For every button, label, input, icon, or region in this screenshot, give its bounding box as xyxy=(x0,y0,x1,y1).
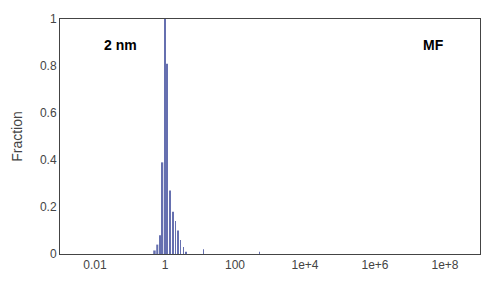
svg-text:2 nm: 2 nm xyxy=(104,37,137,53)
svg-text:1: 1 xyxy=(162,258,169,272)
svg-text:MF: MF xyxy=(423,37,444,53)
svg-text:1: 1 xyxy=(50,12,57,26)
svg-text:0: 0 xyxy=(50,247,57,261)
svg-text:1e+4: 1e+4 xyxy=(291,258,318,272)
svg-text:0.6: 0.6 xyxy=(40,106,57,120)
svg-text:1e+8: 1e+8 xyxy=(431,258,458,272)
svg-text:1e+6: 1e+6 xyxy=(361,258,388,272)
svg-text:0.8: 0.8 xyxy=(40,59,57,73)
svg-text:Fraction: Fraction xyxy=(9,111,25,162)
svg-text:0.2: 0.2 xyxy=(40,200,57,214)
svg-text:100: 100 xyxy=(225,258,245,272)
svg-text:0.4: 0.4 xyxy=(40,153,57,167)
svg-text:0.01: 0.01 xyxy=(83,258,107,272)
